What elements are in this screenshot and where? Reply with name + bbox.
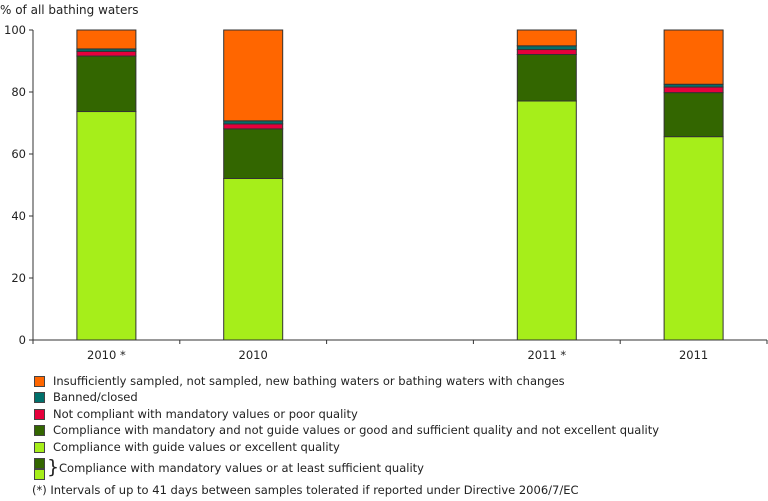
bar-segment <box>223 29 284 122</box>
bar-segment <box>516 45 577 51</box>
y-tick-label: 60 <box>11 147 26 161</box>
bar-segment <box>76 111 137 341</box>
x-tick-label: 2010 * <box>87 348 126 362</box>
legend-swatch-teal <box>34 392 45 403</box>
bar-segment <box>223 177 284 341</box>
legend-label: Not compliant with mandatory values or p… <box>53 407 358 421</box>
legend-label: Banned/closed <box>53 390 138 404</box>
bar-segment <box>516 100 577 341</box>
bar-segment <box>76 50 137 57</box>
legend-label: Compliance with mandatory values or at l… <box>59 461 424 475</box>
x-tick-label: 2010 <box>239 348 268 362</box>
bar-segment <box>516 29 577 47</box>
bar-segment <box>663 29 724 85</box>
bar-segment <box>223 128 284 179</box>
bar-segment <box>516 53 577 102</box>
brace-icon: } <box>47 456 60 478</box>
bar-segment <box>516 49 577 55</box>
legend-label: Compliance with mandatory and not guide … <box>53 423 660 437</box>
y-tick-label: 100 <box>4 23 26 37</box>
bar-segment <box>663 92 724 138</box>
tick-labels: 0 20 40 60 80 100 2010 * 2010 2011 * 2011 <box>4 23 708 362</box>
bar-segment <box>663 136 724 341</box>
y-tick-label: 20 <box>11 271 26 285</box>
y-tick-label: 0 <box>19 333 26 347</box>
axes <box>29 29 768 344</box>
bars <box>76 29 724 341</box>
footnote: (*) Intervals of up to 41 days between s… <box>32 483 579 497</box>
y-axis-label: % of all bathing waters <box>0 3 139 17</box>
bar-segment <box>663 86 724 94</box>
legend-swatch-dark-green <box>34 425 45 436</box>
y-tick-label: 40 <box>11 209 26 223</box>
legend-swatch-red <box>34 409 45 420</box>
legend-swatch-light-green <box>34 442 45 453</box>
x-tick-label: 2011 <box>679 348 708 362</box>
bar-segment <box>76 29 137 50</box>
legend-swatch-light-green <box>34 469 45 480</box>
y-tick-label: 80 <box>11 85 26 99</box>
legend-label: Insufficiently sampled, not sampled, new… <box>53 374 565 388</box>
stacked-bar-chart: 0 20 40 60 80 100 2010 * 2010 2011 * 2011 <box>4 23 768 362</box>
legend-swatch-dark-green <box>34 458 45 469</box>
x-tick-label: 2011 * <box>527 348 566 362</box>
bar-segment <box>76 55 137 113</box>
legend-label: Compliance with guide values or excellen… <box>53 440 340 454</box>
legend-swatch-orange <box>34 376 45 387</box>
bar-segment <box>223 123 284 130</box>
